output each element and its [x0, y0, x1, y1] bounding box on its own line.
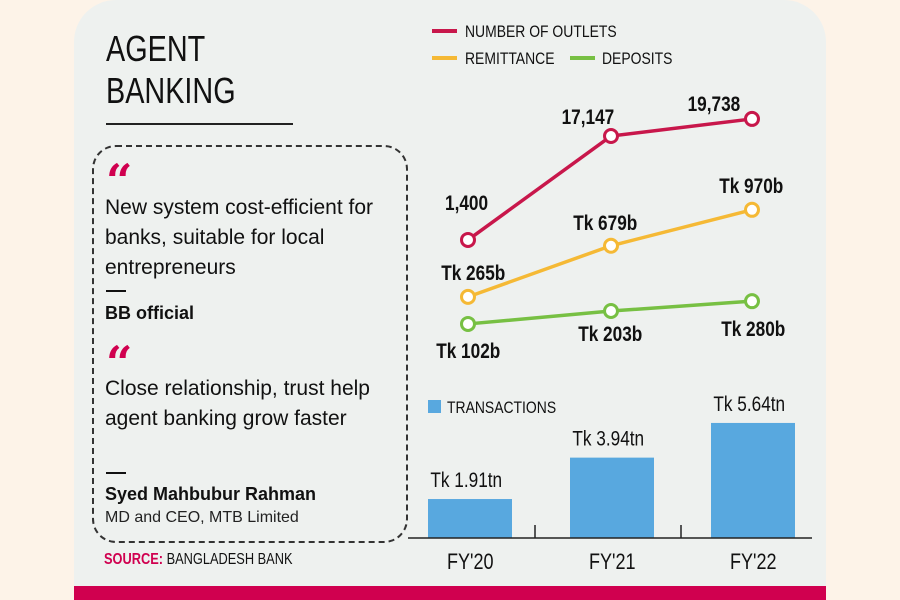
quote-text-2: Close relationship, trust help agent ban… — [105, 377, 370, 430]
data-point — [603, 128, 619, 145]
bar-label: Tk 5.64tn — [713, 393, 785, 416]
bar — [570, 457, 654, 538]
data-point — [460, 315, 476, 332]
data-label: Tk 203b — [578, 324, 642, 347]
data-label: 17,147 — [562, 107, 615, 130]
page-title: AGENT BANKING — [106, 28, 268, 112]
legend-label-2: DEPOSITS — [602, 50, 672, 69]
x-tick-label: FY'21 — [589, 550, 636, 574]
x-tick-label: FY'22 — [730, 550, 777, 574]
legend-label-0: NUMBER OF OUTLETS — [465, 23, 617, 42]
title-divider — [106, 123, 293, 125]
data-label: 19,738 — [688, 94, 741, 117]
infographic-panel — [74, 0, 826, 586]
data-point — [744, 110, 760, 127]
data-label: Tk 679b — [573, 213, 637, 236]
data-label: 1,400 — [445, 193, 488, 216]
title-line-2: BANKING — [106, 70, 236, 111]
data-label: Tk 280b — [721, 319, 785, 342]
data-label: Tk 970b — [719, 176, 783, 199]
quote-role-2: MD and CEO, MTB Limited — [105, 509, 299, 526]
quote-dash — [106, 472, 126, 474]
data-point — [603, 303, 619, 320]
data-point — [460, 231, 476, 248]
source-value: BANGLADESH BANK — [166, 551, 293, 568]
legend-label-transactions: TRANSACTIONS — [447, 399, 556, 418]
legend-swatch-transactions — [428, 400, 441, 413]
data-point — [603, 237, 619, 254]
data-point — [744, 201, 760, 218]
bar-label: Tk 3.94tn — [572, 428, 644, 451]
x-tick-label: FY'20 — [447, 550, 494, 574]
data-label: Tk 102b — [436, 341, 500, 364]
quote-mark-icon: “ — [106, 154, 133, 208]
data-label: Tk 265b — [441, 263, 505, 286]
quote-dash — [106, 290, 126, 292]
quote-mark-icon: “ — [106, 336, 133, 390]
footer-bar — [74, 586, 826, 600]
title-line-1: AGENT — [106, 28, 206, 69]
quote-text-1: New system cost-efficient for banks, sui… — [105, 196, 374, 279]
bar-label: Tk 1.91tn — [430, 470, 502, 493]
data-point — [744, 293, 760, 310]
quote-author-1: BB official — [105, 303, 195, 323]
bar — [428, 499, 512, 538]
bar — [711, 422, 795, 538]
legend-label-1: REMITTANCE — [465, 50, 555, 69]
source-label: SOURCE: — [104, 551, 164, 568]
source-note: SOURCE: BANGLADESH BANK — [104, 551, 340, 569]
quote-author-2: Syed Mahbubur Rahman — [105, 484, 317, 504]
data-point — [460, 288, 476, 305]
quote-box — [92, 145, 408, 543]
